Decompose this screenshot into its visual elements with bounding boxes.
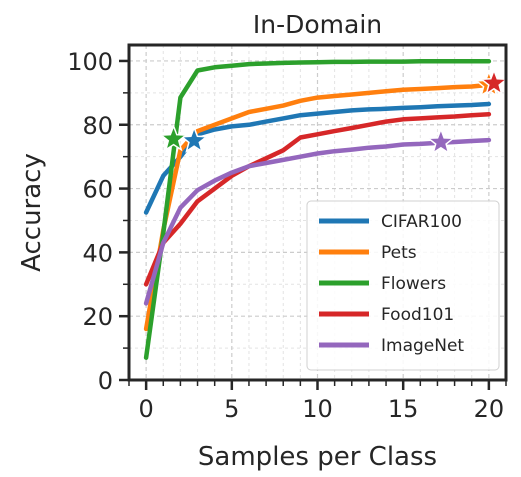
legend-label-food101: Food101 [381, 305, 454, 325]
star-marker-flowers [159, 123, 188, 152]
x-tick-label: 5 [224, 395, 239, 423]
x-tick-label: 0 [138, 395, 153, 423]
series-line-flowers [143, 59, 492, 360]
legend-label-cifar100: CIFAR100 [381, 212, 462, 232]
y-tick-label: 60 [82, 176, 113, 204]
series-line-cifar100 [143, 101, 492, 215]
y-tick-label: 20 [82, 303, 113, 331]
series-line-food101 [143, 111, 492, 287]
legend-box [306, 200, 500, 371]
y-tick-label: 80 [82, 112, 113, 140]
y-tick-label: 0 [98, 367, 113, 395]
y-axis-label: Accuracy [17, 153, 47, 272]
legend-label-pets: Pets [381, 243, 417, 263]
series-line-imagenet [143, 137, 492, 306]
x-tick-label: 20 [474, 395, 505, 423]
legend-label-flowers: Flowers [381, 274, 446, 294]
legend: CIFAR100 Pets Flowers Food101 ImageNet [306, 200, 500, 371]
chart-title: In-Domain [253, 10, 382, 39]
x-axis-label: Samples per Class [198, 442, 437, 472]
x-tick-label: 15 [388, 395, 419, 423]
grid [128, 45, 507, 381]
legend-label-imagenet: ImageNet [381, 336, 464, 356]
star-marker-imagenet [426, 127, 456, 155]
y-tick-label: 40 [82, 239, 113, 267]
x-tick-label: 10 [302, 395, 333, 423]
y-tick-label: 100 [67, 48, 113, 76]
star-markers [159, 68, 509, 155]
series-lines [143, 59, 492, 360]
star-marker-food101 [479, 68, 509, 96]
axis-ticks: 0 5 10 15 20 0 20 40 60 80 100 [67, 48, 507, 423]
series-line-pets [143, 82, 492, 332]
